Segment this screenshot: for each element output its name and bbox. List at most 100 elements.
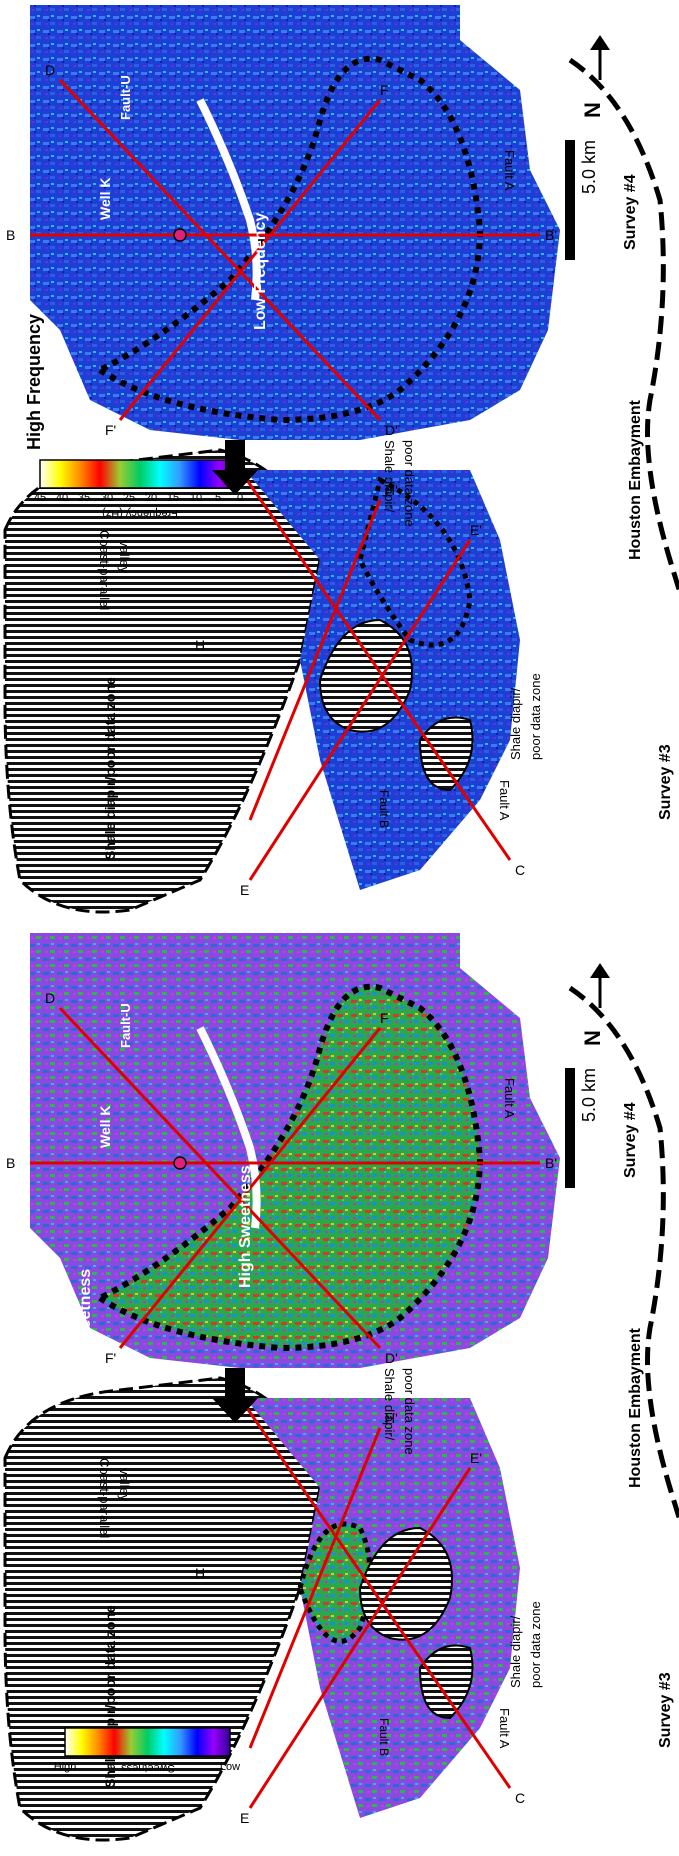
survey3-high-sweetness: [297, 1521, 373, 1644]
fault-a-label-2: Fault A: [497, 1708, 512, 1749]
frequency-map-svg: Houston Embayment High Frequency Low Fre…: [3, 5, 679, 914]
colorbar-tick-3: 30: [101, 492, 113, 504]
well-k-marker: [173, 228, 187, 242]
low-frequency-label: Low Frequency: [252, 213, 269, 330]
label-C: C: [515, 1790, 525, 1806]
shale-zone-right-label-1: Shale diapir/: [382, 1368, 397, 1441]
label-C: C: [515, 862, 525, 878]
shale-zone-right-label-1: Shale diapir/: [382, 440, 397, 513]
shale-zone-bottom-label-1: Shale diapir/: [508, 1615, 523, 1688]
fault-a-label-1: Fault A: [502, 1078, 517, 1119]
low-frequency-outline: [94, 55, 484, 424]
shale-diapir-zone-top: [3, 1376, 322, 1842]
survey4-label: Survey #4: [622, 174, 639, 250]
frequency-colorbar: Frequency (Hz) 45 40 35 30 25 20 15 10 5…: [34, 459, 243, 519]
north-label: N: [580, 1030, 605, 1046]
colorbar-tick-7: 10: [190, 492, 202, 504]
sweetness-map-panel: High Sweetness Low Sweetness Well K Faul…: [0, 928, 679, 1856]
sweetness-colorbar: High Low Sweetness: [54, 1727, 240, 1774]
line-F-F-prime: [118, 99, 382, 421]
survey3-anomaly-outline: [357, 476, 473, 648]
label-H-prime: H': [385, 1410, 398, 1426]
colorbar-tick-0: 45: [34, 492, 46, 504]
shale-zone-top-label: Shale diapir/poor data zone: [102, 677, 118, 860]
scale-label: 5.0 km: [579, 1068, 599, 1122]
label-H: H: [195, 1565, 205, 1581]
line-H-H-prime: [248, 499, 382, 821]
shale-diapir-zone-right: [358, 1526, 453, 1641]
valley-label-2: valley: [117, 1468, 132, 1502]
fault-a-label-2: Fault A: [497, 780, 512, 821]
label-H-prime: H': [385, 482, 398, 498]
label-F: F: [380, 1010, 389, 1026]
fault-u-label: Fault-U: [118, 75, 133, 120]
survey3-label: Survey #3: [657, 1672, 674, 1748]
colorbar-high-label: High: [54, 1761, 77, 1773]
scale-label: 5.0 km: [579, 140, 599, 194]
houston-embayment-label: Houston Embayment: [627, 399, 644, 560]
label-E: E: [240, 1810, 249, 1826]
line-D-D-prime: [58, 1006, 382, 1350]
label-F-prime: F': [105, 422, 116, 438]
shale-zone-bottom-label-2: poor data zone: [528, 673, 543, 760]
line-C-C-prime: [238, 469, 512, 861]
houston-embayment-label: Houston Embayment: [627, 1327, 644, 1488]
shale-zone-right-label-2: poor data zone: [402, 440, 417, 527]
label-B-prime: B': [545, 1155, 557, 1171]
direction-arrow: [212, 1368, 258, 1423]
label-D-prime: D': [385, 422, 398, 438]
label-E-prime: E': [470, 522, 482, 538]
label-F-prime: F': [105, 1350, 116, 1366]
north-label: N: [580, 102, 605, 118]
shale-diapir-zone-right: [318, 618, 413, 733]
colorbar-title: Sweetness: [121, 1762, 175, 1774]
colorbar-tick-5: 20: [145, 492, 157, 504]
high-frequency-label: High Frequency: [24, 314, 44, 450]
line-C-C-prime: [238, 1397, 512, 1789]
colorbar-tick-2: 35: [78, 492, 90, 504]
line-E-E-prime: [248, 539, 472, 881]
colorbar-tick-6: 15: [167, 492, 179, 504]
well-k-marker: [173, 1156, 187, 1170]
colorbar-title: Frequency (Hz): [102, 507, 178, 519]
label-E: E: [240, 882, 249, 898]
valley-label-1: Coast-parallel: [97, 530, 112, 610]
label-B: B: [6, 1155, 15, 1171]
scale-bar: [565, 140, 575, 260]
high-sweetness-label: High Sweetness: [237, 1165, 254, 1288]
seismic-lines: [30, 1006, 540, 1809]
colorbar-tick-1: 40: [56, 492, 68, 504]
fault-b-label: Fault B: [377, 790, 391, 828]
shale-zone-bottom-label-2: poor data zone: [528, 1601, 543, 1688]
label-B-prime: B': [545, 227, 557, 243]
shale-diapir-zone-top: [3, 448, 322, 914]
frequency-map-panel: Houston Embayment High Frequency Low Fre…: [3, 5, 679, 914]
shale-zone-top-label: Shale diapir/poor data zone: [102, 1605, 118, 1788]
label-H: H: [195, 637, 205, 653]
north-arrow: N: [580, 35, 610, 118]
colorbar-tick-8: 5: [215, 492, 221, 504]
shale-diapir-zone-small: [418, 1644, 474, 1720]
label-D: D: [45, 62, 55, 78]
colorbar-tick-9: 0: [237, 492, 243, 504]
fault-a-label-1: Fault A: [502, 150, 517, 191]
valley-label-1: Coast-parallel: [97, 1458, 112, 1538]
high-sweetness-outline: [94, 983, 484, 1352]
fault-u-trace: [196, 98, 261, 301]
line-F-F-prime: [118, 1027, 382, 1349]
fault-a-line: [568, 985, 679, 1526]
direction-arrow: [212, 440, 258, 495]
label-D-prime: D': [385, 1350, 398, 1366]
well-k-label: Well K: [97, 177, 113, 220]
shale-zone-bottom-label-1: Shale diapir/: [508, 687, 523, 760]
valley-label-2: valley: [117, 540, 132, 574]
colorbar-tick-4: 25: [123, 492, 135, 504]
survey4-frequency-region: [30, 5, 560, 440]
fault-b-label: Fault B: [377, 1718, 391, 1756]
shale-diapir-zone-small: [418, 716, 474, 792]
fault-u-label: Fault-U: [118, 1003, 133, 1048]
low-sweetness-label: Low Sweetness: [77, 1269, 94, 1388]
label-D: D: [45, 990, 55, 1006]
line-E-E-prime: [248, 1467, 472, 1809]
fault-u-trace: [196, 1026, 261, 1229]
